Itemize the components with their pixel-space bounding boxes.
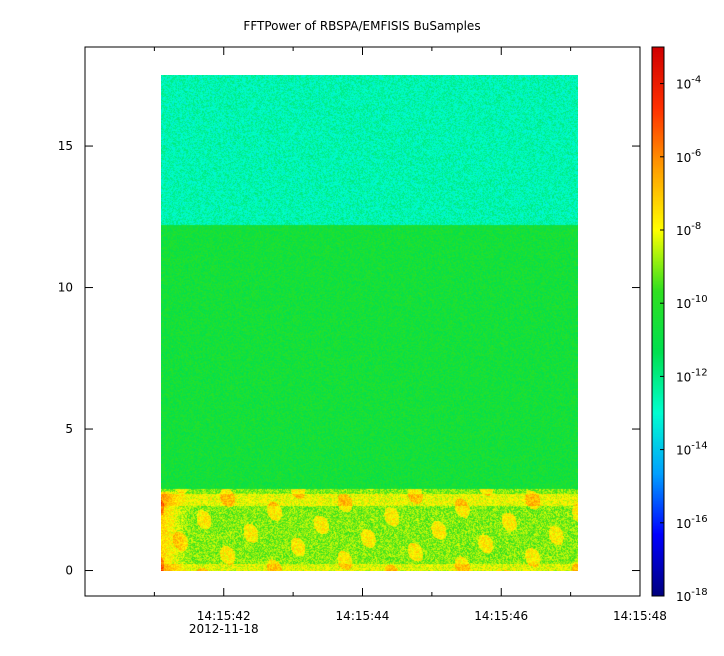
spectrogram-heatmap [161, 75, 578, 571]
colorbar-tick-exponent: -16 [691, 514, 707, 525]
colorbar-tick-exponent: -12 [691, 367, 707, 378]
colorbar-tick-label: 10-14 [676, 441, 708, 458]
colorbar-tick-base: 10 [676, 590, 691, 604]
colorbar-tick-exponent: -14 [691, 441, 707, 452]
y-tick-label: 0 [65, 564, 73, 578]
colorbar-tick-base: 10 [676, 370, 691, 384]
colorbar-tick-base: 10 [676, 297, 691, 311]
colorbar-tick-base: 10 [676, 151, 691, 165]
colorbar-tick-label: 10-6 [676, 148, 701, 165]
colorbar-frame [651, 46, 665, 597]
colorbar-tick-label: 10-18 [676, 587, 708, 604]
colorbar-tick-label: 10-12 [676, 367, 708, 384]
x-tick-date: 2012-11-18 [189, 622, 259, 636]
colorbar-tick-exponent: -6 [691, 148, 701, 159]
colorbar-tick-base: 10 [676, 224, 691, 238]
colorbar-tick-base: 10 [676, 78, 691, 92]
y-tick-label: 5 [65, 422, 73, 436]
y-tick-label: 15 [58, 139, 73, 153]
x-tick-label: 14:15:48 [613, 609, 667, 623]
x-tick-label: 14:15:46 [474, 609, 528, 623]
colorbar-tick-exponent: -4 [691, 75, 701, 86]
colorbar [652, 47, 664, 596]
chart-title: FFTPower of RBSPA/EMFISIS BuSamples [243, 19, 480, 33]
colorbar-tick-label: 10-16 [676, 514, 708, 531]
y-tick-label: 10 [58, 281, 73, 295]
x-tick-label: 14:15:42 [197, 609, 251, 623]
colorbar-tick-exponent: -10 [691, 294, 707, 305]
colorbar-tick-label: 10-4 [676, 75, 701, 92]
colorbar-tick-label: 10-10 [676, 294, 708, 311]
y-axis: 0 5 10 15 [58, 139, 640, 578]
colorbar-tick-exponent: -18 [691, 587, 707, 598]
x-tick-label: 14:15:44 [336, 609, 390, 623]
colorbar-tick-exponent: -8 [691, 221, 701, 232]
colorbar-tick-base: 10 [676, 444, 691, 458]
colorbar-tick-base: 10 [676, 517, 691, 531]
colorbar-tick-label: 10-8 [676, 221, 701, 238]
